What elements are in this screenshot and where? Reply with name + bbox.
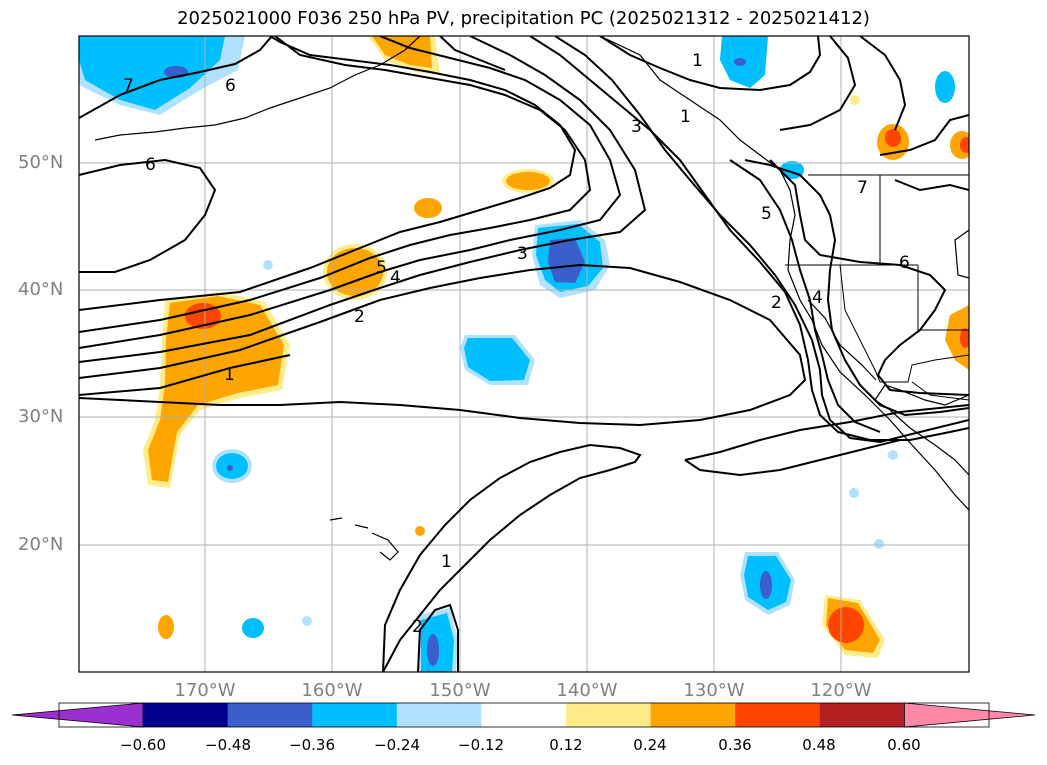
contour-label: 1 (441, 552, 452, 572)
contour-label: 4 (390, 268, 401, 288)
contour-label: 1 (692, 51, 703, 71)
contour-label: 5 (376, 258, 387, 278)
contour-label: 6 (899, 253, 910, 273)
lon-label-130w: 130°W (683, 680, 745, 701)
colorbar-tick: 0.36 (718, 736, 752, 754)
colorbar-cell (735, 703, 821, 727)
colorbar-cell (396, 703, 482, 727)
lon-label-120w: 120°W (810, 680, 872, 701)
contour-label: 2 (354, 307, 365, 327)
colorbar-tick: −0.48 (205, 736, 251, 754)
precip-anomaly-fills (79, 36, 969, 672)
lat-label-30n: 30°N (18, 406, 64, 427)
colorbar-cell (143, 703, 229, 727)
contour-label: 6 (225, 76, 236, 96)
colorbar-cell (481, 703, 567, 727)
lat-label-40n: 40°N (18, 279, 64, 300)
colorbar-tick: 0.24 (633, 736, 667, 754)
contour-label: 1 (224, 365, 235, 385)
lat-label-20n: 20°N (18, 534, 64, 555)
lat-label-50n: 50°N (18, 152, 64, 173)
contour-labels: 7 6 6 5 4 3 2 1 1 3 1 7 5 4 2 6 2 1 (123, 51, 910, 637)
lon-label-160w: 160°W (301, 680, 363, 701)
contour-label: 2 (771, 293, 782, 313)
map-title: 2025021000 F036 250 hPa PV, precipitatio… (177, 8, 870, 29)
colorbar-cell (566, 703, 652, 727)
lon-label-150w: 150°W (429, 680, 491, 701)
contour-label: 7 (123, 76, 134, 96)
political-borders (785, 174, 969, 401)
colorbar-extend-high (904, 702, 1036, 728)
graticule (79, 36, 969, 672)
colorbar-cell (227, 703, 313, 727)
colorbar-tick: 0.12 (549, 736, 583, 754)
colorbar-cell (312, 703, 398, 727)
contour-label: 5 (761, 204, 772, 224)
contour-label: 1 (680, 107, 691, 127)
contour-label: 2 (412, 617, 423, 637)
colorbar-tick: −0.12 (458, 736, 504, 754)
map-frame (78, 35, 970, 673)
contour-label: 3 (631, 117, 642, 137)
colorbar-tick: −0.24 (374, 736, 420, 754)
lon-label-170w: 170°W (174, 680, 236, 701)
colorbar-tick: −0.60 (120, 736, 166, 754)
contour-label: 4 (812, 288, 823, 308)
colorbar-frame (58, 702, 990, 728)
pv-contours (79, 36, 969, 672)
contour-label: 7 (857, 178, 868, 198)
colorbar (11, 702, 1036, 728)
contour-label: 3 (517, 244, 528, 264)
coastlines (94, 36, 969, 561)
colorbar-extend-low (11, 702, 144, 728)
colorbar-tick: −0.36 (289, 736, 335, 754)
colorbar-cell (819, 703, 905, 727)
contour-label: 6 (145, 155, 156, 175)
lon-label-140w: 140°W (556, 680, 618, 701)
colorbar-tick: 0.60 (887, 736, 921, 754)
colorbar-cell (650, 703, 736, 727)
colorbar-tick: 0.48 (802, 736, 836, 754)
